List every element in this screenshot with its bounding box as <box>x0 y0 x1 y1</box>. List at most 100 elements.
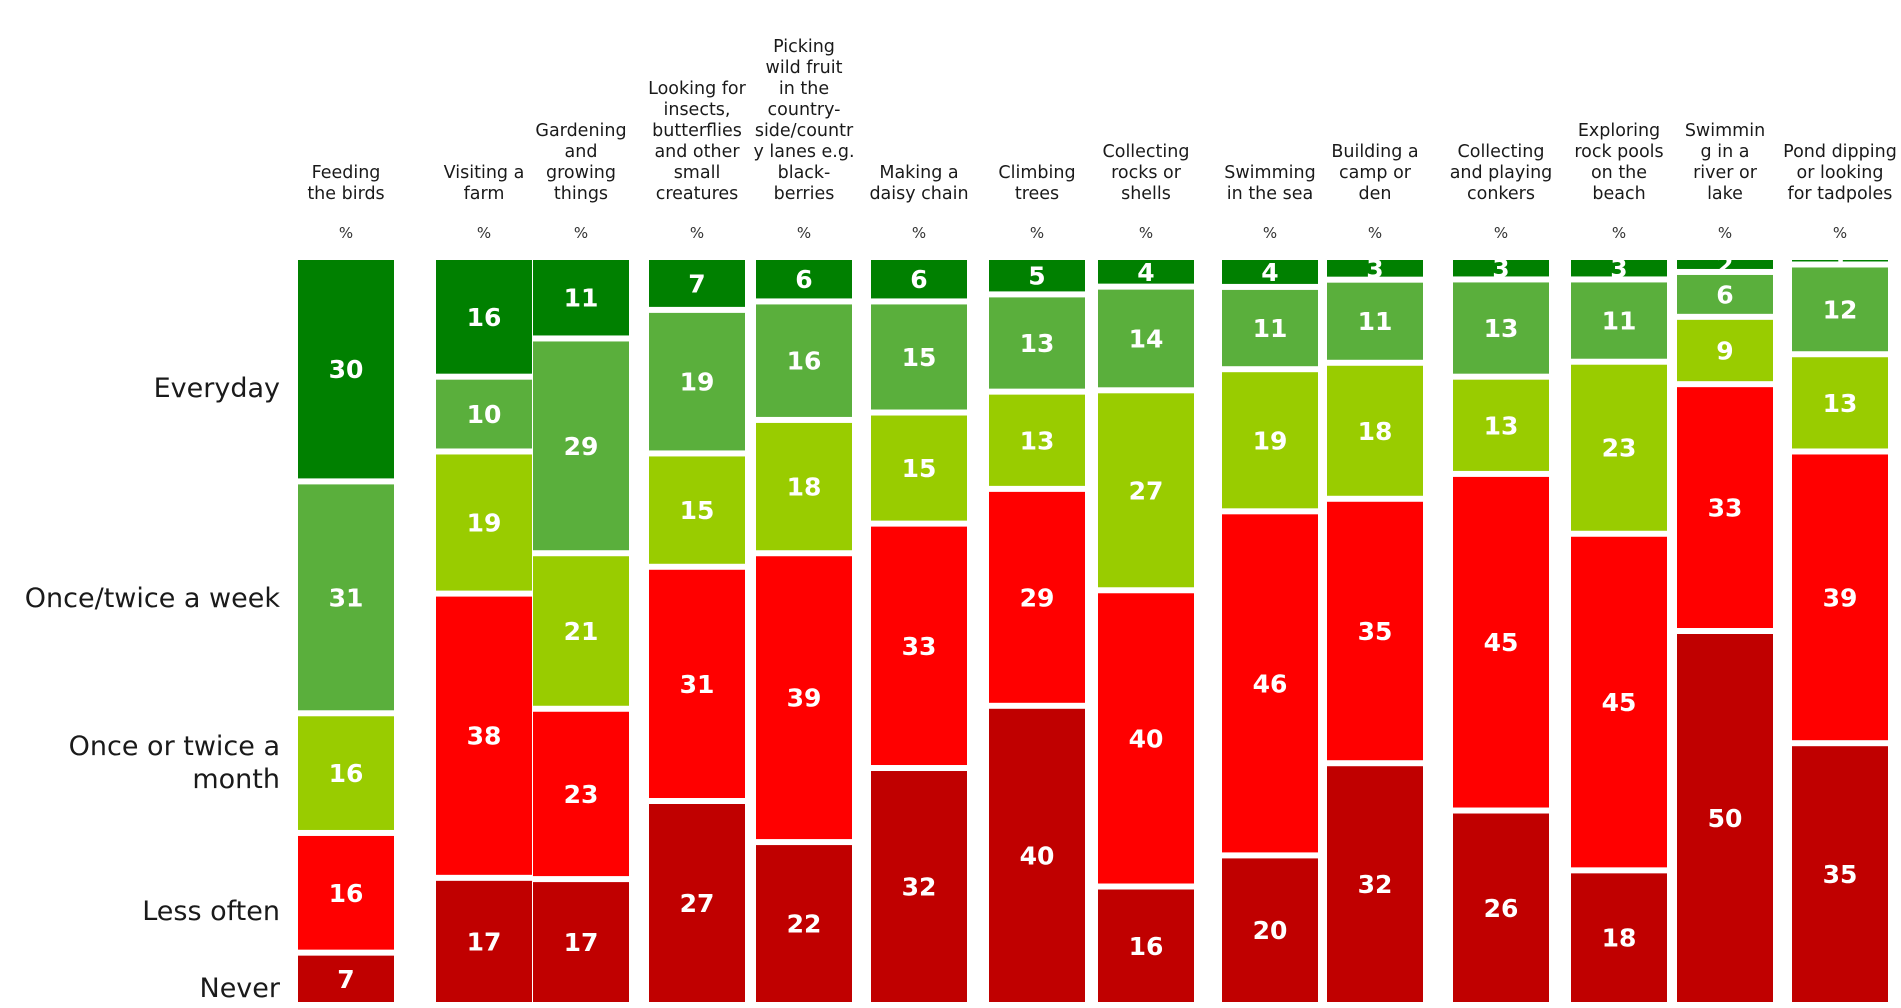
bar-segment <box>1453 476 1549 808</box>
value-label: 11 <box>1358 307 1393 336</box>
bar-segment <box>1677 387 1773 628</box>
legend-label: Everyday <box>154 373 280 404</box>
category-label: Gardening <box>535 121 626 141</box>
bar-segment <box>756 422 852 551</box>
bar-segment <box>871 260 967 299</box>
category-label: Collecting <box>1103 142 1190 162</box>
category-label: for tadpoles <box>1788 184 1893 204</box>
category-label: black- <box>778 163 831 183</box>
bar-segment <box>649 456 745 564</box>
value-label: 39 <box>787 684 822 713</box>
bar-segment <box>1327 282 1423 360</box>
value-label: 7 <box>688 269 705 298</box>
value-label: 40 <box>1129 724 1164 753</box>
category-label: and other <box>654 142 740 162</box>
legend-label: month <box>192 764 280 795</box>
value-label: 4 <box>1261 258 1278 287</box>
unit-label: % <box>1718 224 1732 242</box>
category-label: in the sea <box>1227 184 1313 204</box>
category-label: den <box>1359 184 1392 204</box>
bar-segment <box>649 260 745 307</box>
bar-segment <box>1571 260 1667 277</box>
value-label: 39 <box>1823 583 1858 612</box>
bar-segment <box>1098 889 1194 1002</box>
bar-segment <box>1327 260 1423 277</box>
value-label: 23 <box>564 780 599 809</box>
category-label: insects, <box>663 100 730 120</box>
value-label: 29 <box>564 432 599 461</box>
value-label: 6 <box>795 265 812 294</box>
bar-segment <box>436 596 532 875</box>
legend-label: Never <box>200 973 281 1004</box>
bar-segment <box>533 260 629 336</box>
value-label: 33 <box>902 632 937 661</box>
category-label: trees <box>1015 184 1059 204</box>
category-label: beach <box>1592 184 1645 204</box>
unit-label: % <box>912 224 926 242</box>
bar-segment <box>533 341 629 551</box>
value-label: 7 <box>337 965 354 994</box>
bar-segment <box>1792 267 1888 352</box>
value-label: 46 <box>1253 669 1288 698</box>
bar-segment <box>756 845 852 1002</box>
value-label: 19 <box>467 509 502 538</box>
value-label: 19 <box>1253 426 1288 455</box>
value-label: 31 <box>680 670 715 699</box>
value-label: 2 <box>1716 250 1733 279</box>
category-label: Collecting <box>1458 142 1545 162</box>
bar-segment <box>436 880 532 1002</box>
value-label: 38 <box>467 722 502 751</box>
unit-label: % <box>797 224 811 242</box>
category-label: rocks or <box>1111 163 1182 183</box>
category-label: berries <box>774 184 835 204</box>
value-label: 15 <box>902 343 937 372</box>
unit-label: % <box>339 224 353 242</box>
category-label: lake <box>1707 184 1743 204</box>
bar-segment <box>756 304 852 417</box>
value-label: 13 <box>1823 389 1858 418</box>
unit-label: % <box>1139 224 1153 242</box>
unit-label: % <box>574 224 588 242</box>
value-label: 50 <box>1708 804 1743 833</box>
category-label: or looking <box>1797 163 1884 183</box>
value-label: 15 <box>902 454 937 483</box>
bar-segment <box>436 379 532 449</box>
bar-segment <box>1571 873 1667 1002</box>
bar-segment <box>436 454 532 591</box>
value-label: 15 <box>680 496 715 525</box>
value-label: 20 <box>1253 916 1288 945</box>
category-label: farm <box>464 184 505 204</box>
bar-segment <box>871 771 967 1002</box>
bar-segment <box>989 491 1085 703</box>
bar-segment <box>1222 514 1318 853</box>
category-label: g in a <box>1701 142 1750 162</box>
bar-segment <box>1327 766 1423 1002</box>
unit-label: % <box>1030 224 1044 242</box>
bar-segment <box>298 260 394 479</box>
value-label: 5 <box>1028 262 1045 291</box>
category-label: things <box>554 184 608 204</box>
bar-segment <box>298 716 394 830</box>
bar-segment <box>1453 260 1549 277</box>
legend-label: Less often <box>142 896 280 927</box>
value-label: 35 <box>1358 617 1393 646</box>
category-label: daisy chain <box>869 184 968 204</box>
bar-segment <box>1792 454 1888 741</box>
bar-segment <box>989 394 1085 486</box>
category-label: Picking <box>773 37 835 57</box>
category-label: country- <box>768 100 841 120</box>
bar-segment <box>298 484 394 711</box>
value-label: 19 <box>680 368 715 397</box>
category-label: Feeding <box>312 163 381 183</box>
value-label: 16 <box>329 879 364 908</box>
bar-segment <box>756 556 852 840</box>
bar-segment <box>871 526 967 766</box>
value-label: 3 <box>1492 254 1509 283</box>
value-label: 30 <box>329 355 364 384</box>
bar-segment <box>1571 536 1667 868</box>
category-label: growing <box>546 163 616 183</box>
unit-label: % <box>1263 224 1277 242</box>
value-label: 13 <box>1020 329 1055 358</box>
bar-segment <box>1222 372 1318 509</box>
